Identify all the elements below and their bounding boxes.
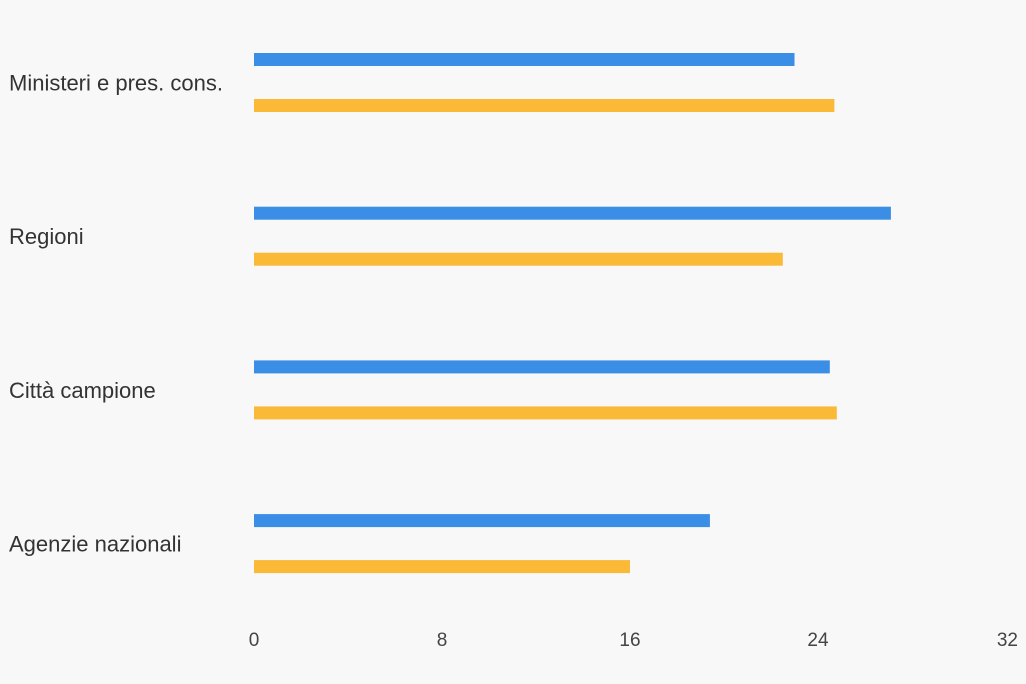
bar-1 [254,514,710,528]
bar-1 [254,53,795,66]
category-label: Regioni [9,224,84,249]
x-tick-label: 8 [437,630,448,651]
x-tick-label: 16 [619,630,640,651]
x-tick-label: 32 [997,630,1018,651]
bar-2 [254,560,630,574]
bar-2 [254,252,783,266]
bar-1 [254,360,830,374]
bar-2 [254,406,837,420]
category-labels: Ministeri e pres. cons. Regioni Città ca… [9,71,223,557]
category-label: Agenzie nazionali [9,532,181,557]
bars-layer [254,53,891,574]
category-label: Città campione [9,378,156,403]
x-tick-label: 24 [807,630,829,651]
x-axis: 0 8 16 24 32 [249,630,1018,651]
category-label: Ministeri e pres. cons. [9,71,223,96]
x-tick-label: 0 [249,630,260,651]
bar-1 [254,206,891,220]
bar-2 [254,99,835,112]
